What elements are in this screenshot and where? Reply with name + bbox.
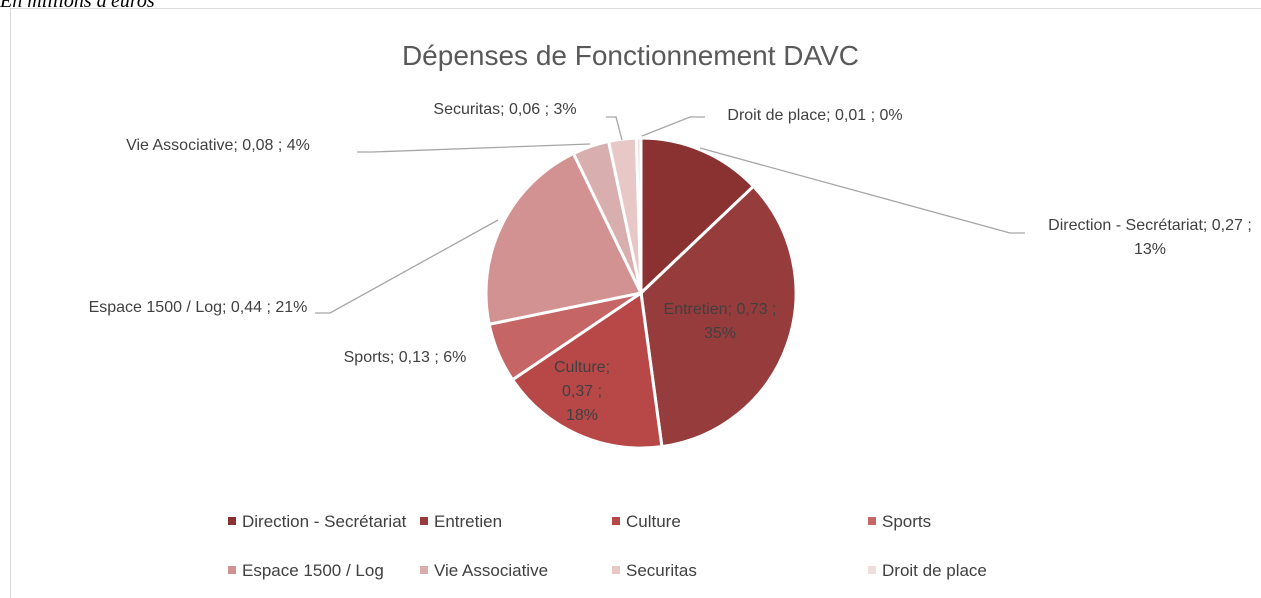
data-label: Culture; 0,37 ; 18% [553,359,611,424]
subtitle: En millions d'euros [0,0,155,12]
pie-slice [634,136,643,294]
legend-entry: Vie Associative [420,561,548,581]
leader-line [606,116,623,141]
pie-slice [484,151,644,327]
legend-label: Culture [626,512,681,531]
legend-label: Sports [882,512,932,531]
leader-line [699,147,1025,234]
chart-border [10,8,1261,598]
legend-entry: Securitas [612,561,697,581]
data-label: Sports; 0,13 ; 6% [343,349,467,366]
pie-slice [639,136,756,297]
leader-line [641,116,705,137]
legend-entry: Entretien [420,512,502,532]
legend-swatch [228,566,236,574]
leader-line [357,143,591,153]
legend-entry: Sports [868,512,931,532]
data-label: Espace 1500 / Log; 0,44 ; 21% [88,299,308,316]
legend-swatch [228,517,236,525]
data-label: Entretien; 0,73 ; 35% [663,301,777,342]
legend-entry: Culture [612,512,681,532]
pie-slice [510,290,664,450]
data-label: Vie Associative; 0,08 ; 4% [126,137,310,154]
legend-swatch [420,566,428,574]
legend-swatch [868,517,876,525]
chart-title: Dépenses de Fonctionnement DAVC [401,40,860,71]
legend-label: Vie Associative [434,561,549,580]
legend-label: Securitas [626,561,697,580]
data-label: Direction - Secrétariat; 0,27 ; 13% [1048,217,1252,258]
legend-swatch [420,517,428,525]
legend-label: Direction - Secrétariat [242,512,407,531]
legend-swatch [868,566,876,574]
data-label: Droit de place; 0,01 ; 0% [727,107,903,124]
leader-line [315,219,499,314]
legend-label: Espace 1500 / Log [242,561,384,580]
legend-label: Entretien [434,512,503,531]
legend-label: Droit de place [882,561,987,580]
data-label: Securitas; 0,06 ; 3% [433,101,577,118]
legend-swatch [612,517,620,525]
legend-entry: Direction - Secrétariat [228,512,406,532]
legend-swatch [612,566,620,574]
legend-entry: Espace 1500 / Log [228,561,384,581]
pie-slice [639,184,798,449]
legend-entry: Droit de place [868,561,987,581]
